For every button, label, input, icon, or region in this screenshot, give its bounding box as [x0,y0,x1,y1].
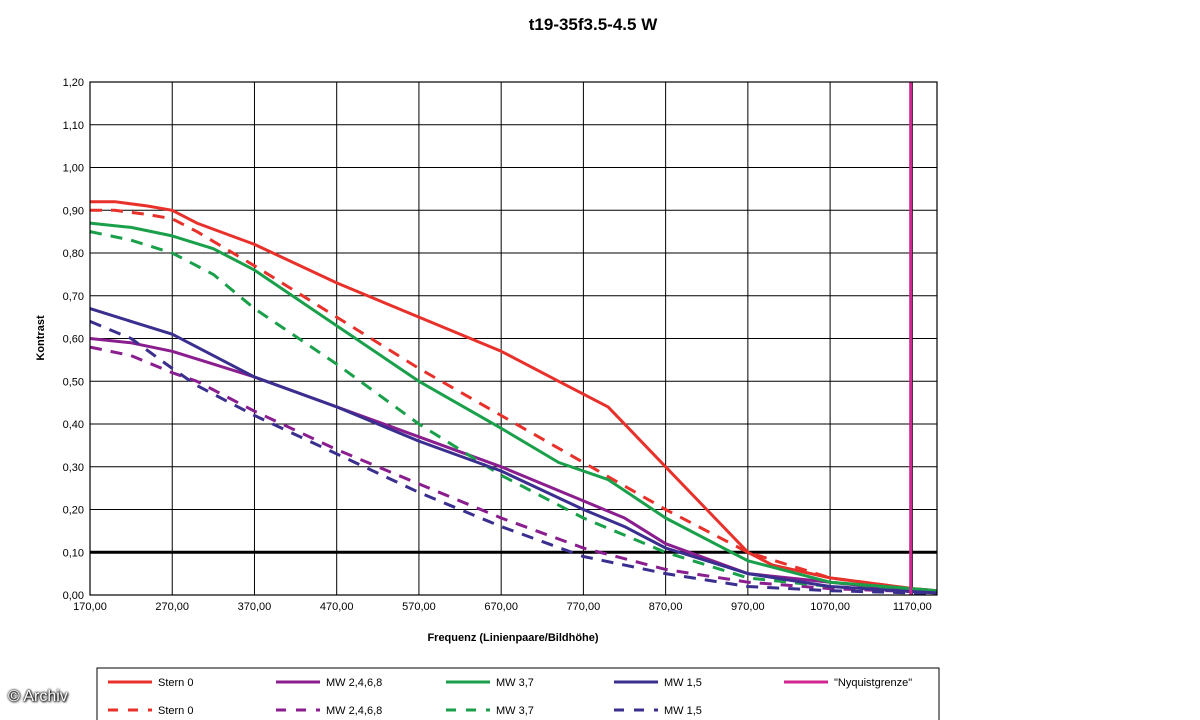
x-tick-label: 770,00 [567,601,601,613]
x-tick-label: 470,00 [320,601,354,613]
series-line-mw-1-5-dashed [89,320,938,596]
x-tick-label: 1170,00 [893,601,932,613]
y-tick-label: 1,00 [63,163,84,175]
x-tick-labels: 170,00 270,00 370,00 470,00 570,00 670,00 770,… [73,601,932,613]
x-tick-label: 870,00 [649,601,683,613]
x-tick-label: 1070,00 [810,601,850,613]
grid [89,81,937,596]
series-line-stern-0-dashed [90,208,938,593]
series-line-mw-1-5 [89,307,938,595]
watermark: © Archiv [8,688,68,705]
y-tick-label: 0,60 [63,334,84,346]
y-tick-label: 0,50 [63,376,84,388]
plot-border-layer [89,81,938,596]
series-line-mw-2-4-6-8 [89,337,938,594]
series-layer [89,200,938,596]
chart-title: t19-35f3.5-4.5 W [529,15,658,34]
x-tick-label: 270,00 [155,601,189,613]
y-axis-title: Kontrast [35,315,47,361]
plot-area-border [89,81,938,596]
x-tick-label: 570,00 [402,601,436,613]
series-line-mw-3-7-dashed [89,230,938,594]
x-tick-label: 170,00 [73,601,107,613]
legend-label: MW 1,5 [664,677,702,689]
legend-label: MW 3,7 [496,705,534,717]
legend-label: Stern 0 [158,677,193,689]
y-tick-label: 0,20 [63,505,84,517]
y-tick-label: 1,10 [63,120,84,132]
y-tick-label: 0,40 [63,419,84,431]
legend-box [96,667,940,720]
x-tick-label: 370,00 [238,601,272,613]
legend-label: MW 3,7 [496,677,534,689]
series-line-mw-3-7 [89,221,938,593]
x-tick-label: 670,00 [484,601,518,613]
series-line-mw-2-4-6-8-dashed [89,345,938,595]
y-tick-label: 0,90 [63,205,84,217]
legend-label: MW 2,4,6,8 [326,677,382,689]
legend: Stern 0 MW 2,4,6,8 MW 3,7 MW 1,5 "Nyquistgre… [96,667,940,720]
y-tick-label: 0,00 [63,590,84,602]
y-tick-label: 0,10 [63,547,84,559]
legend-label: MW 2,4,6,8 [326,705,382,717]
series-line-stern-0 [90,200,938,593]
y-tick-label: 0,80 [63,248,84,260]
x-tick-label: 970,00 [731,601,765,613]
y-tick-labels: 0,00 0,10 0,20 0,30 0,40 0,50 0,60 0,70 0,80 0,90… [63,77,84,602]
y-tick-label: 0,30 [63,462,84,474]
legend-label: Stern 0 [158,705,193,717]
x-axis-title: Frequenz (Linienpaare/Bildhöhe) [427,632,598,644]
y-tick-label: 0,70 [63,291,84,303]
y-tick-label: 1,20 [63,77,84,89]
legend-label: MW 1,5 [664,705,702,717]
legend-label: "Nyquistgrenze" [834,677,912,689]
